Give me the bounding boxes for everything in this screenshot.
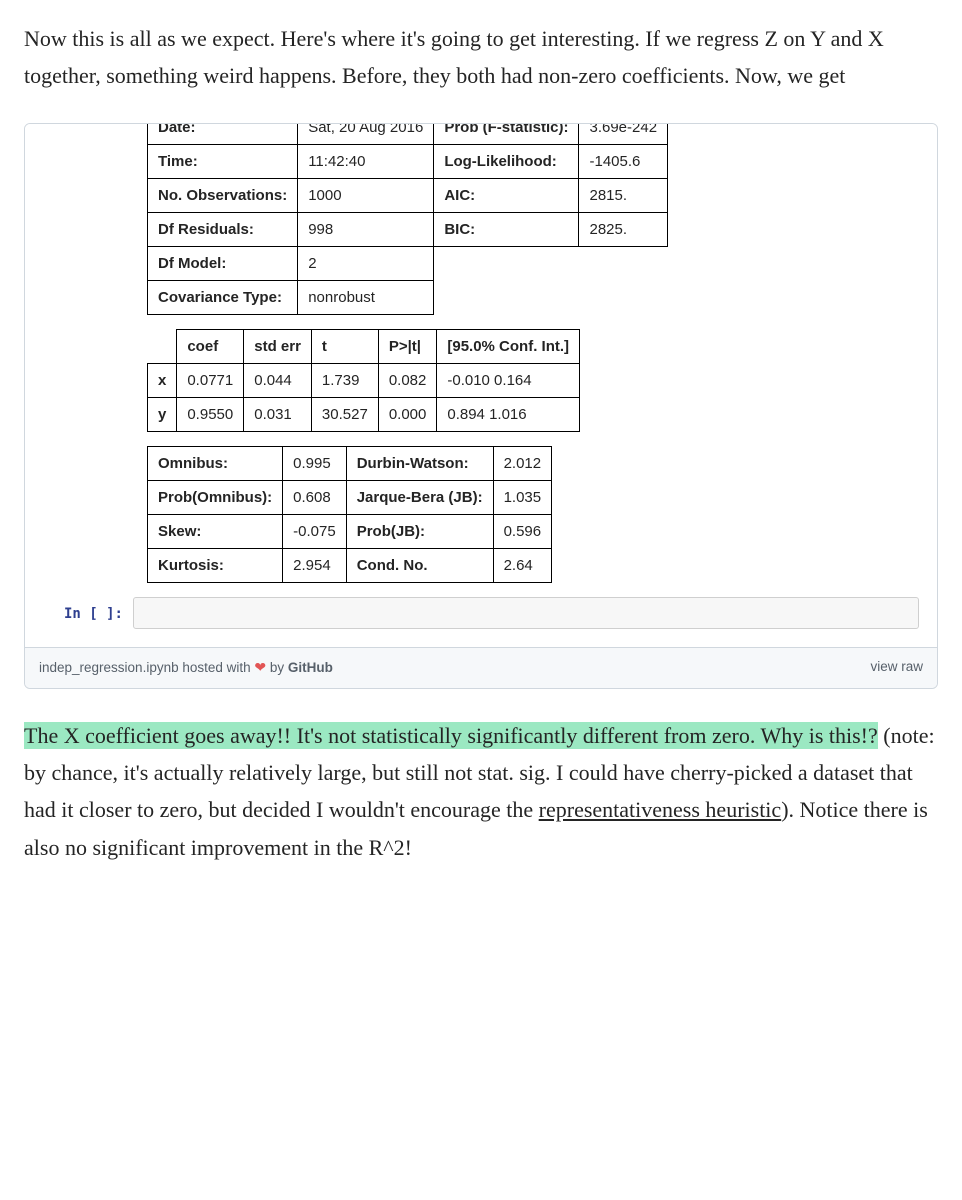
- table-cell: nonrobust: [298, 280, 434, 314]
- table-cell: Prob(Omnibus):: [148, 480, 283, 514]
- code-input[interactable]: [133, 597, 919, 629]
- table-cell: [434, 246, 579, 280]
- table-cell: Time:: [148, 144, 298, 178]
- heart-icon: ❤: [254, 659, 266, 675]
- table-cell: No. Observations:: [148, 178, 298, 212]
- table-cell: [434, 280, 579, 314]
- table-cell: 11:42:40: [298, 144, 434, 178]
- table-cell: 0.082: [378, 363, 437, 397]
- table-cell: Prob(JB):: [346, 514, 493, 548]
- view-raw-link[interactable]: view raw: [870, 658, 923, 677]
- table-cell: 30.527: [311, 397, 378, 431]
- table-cell: -0.075: [283, 514, 347, 548]
- table-cell: 0.596: [493, 514, 552, 548]
- table-cell: 2.954: [283, 548, 347, 582]
- table-cell: BIC:: [434, 212, 579, 246]
- table-cell: 0.9550: [177, 397, 244, 431]
- table-cell: Date:: [148, 124, 298, 145]
- table-cell: Cond. No.: [346, 548, 493, 582]
- table-header: P>|t|: [378, 329, 437, 363]
- table-header: t: [311, 329, 378, 363]
- table-cell: 2.64: [493, 548, 552, 582]
- table-header: coef: [177, 329, 244, 363]
- table-cell: 0.995: [283, 446, 347, 480]
- table-cell: Log-Likelihood:: [434, 144, 579, 178]
- table-cell: [579, 280, 668, 314]
- highlighted-text: The X coefficient goes away!! It's not s…: [24, 722, 878, 749]
- hosted-with-text: hosted with: [179, 660, 255, 675]
- regression-summary-table: Date:Sat, 20 Aug 2016Prob (F-statistic):…: [147, 124, 668, 315]
- table-cell: 1000: [298, 178, 434, 212]
- table-cell: 2825.: [579, 212, 668, 246]
- diagnostics-table: Omnibus:0.995Durbin-Watson:2.012 Prob(Omn…: [147, 446, 552, 583]
- gist-meta: indep_regression.ipynb hosted with ❤ by …: [39, 658, 333, 678]
- table-cell: 0.0771: [177, 363, 244, 397]
- table-cell: 3.69e-242: [579, 124, 668, 145]
- table-cell: Omnibus:: [148, 446, 283, 480]
- input-cell: In [ ]:: [43, 597, 919, 629]
- notebook-output: Date:Sat, 20 Aug 2016Prob (F-statistic):…: [25, 124, 937, 647]
- table-cell: y: [148, 397, 177, 431]
- table-cell: 1.739: [311, 363, 378, 397]
- input-prompt: In [ ]:: [43, 597, 133, 629]
- table-cell: 2: [298, 246, 434, 280]
- table-cell: x: [148, 363, 177, 397]
- table-cell: 998: [298, 212, 434, 246]
- table-cell: Kurtosis:: [148, 548, 283, 582]
- table-cell: Durbin-Watson:: [346, 446, 493, 480]
- table-cell: 2815.: [579, 178, 668, 212]
- table-cell: 0.044: [244, 363, 312, 397]
- table-cell: Skew:: [148, 514, 283, 548]
- table-cell: Sat, 20 Aug 2016: [298, 124, 434, 145]
- table-header: [95.0% Conf. Int.]: [437, 329, 580, 363]
- github-link[interactable]: GitHub: [288, 660, 333, 675]
- table-cell: 0.000: [378, 397, 437, 431]
- heuristic-link[interactable]: representativeness heuristic: [539, 797, 782, 822]
- intro-paragraph: Now this is all as we expect. Here's whe…: [24, 20, 938, 95]
- table-cell: -1405.6: [579, 144, 668, 178]
- table-cell: 1.035: [493, 480, 552, 514]
- table-header: [148, 329, 177, 363]
- table-header: std err: [244, 329, 312, 363]
- table-cell: Df Residuals:: [148, 212, 298, 246]
- table-cell: [579, 246, 668, 280]
- gist-filename-link[interactable]: indep_regression.ipynb: [39, 660, 179, 675]
- table-cell: -0.010 0.164: [437, 363, 580, 397]
- table-cell: Df Model:: [148, 246, 298, 280]
- table-cell: Prob (F-statistic):: [434, 124, 579, 145]
- table-cell: 0.031: [244, 397, 312, 431]
- table-cell: AIC:: [434, 178, 579, 212]
- gist-embed: Date:Sat, 20 Aug 2016Prob (F-statistic):…: [24, 123, 938, 689]
- conclusion-paragraph: The X coefficient goes away!! It's not s…: [24, 717, 938, 867]
- table-cell: Covariance Type:: [148, 280, 298, 314]
- gist-footer: indep_regression.ipynb hosted with ❤ by …: [25, 647, 937, 688]
- table-cell: 0.894 1.016: [437, 397, 580, 431]
- table-cell: 0.608: [283, 480, 347, 514]
- by-text: by: [266, 660, 288, 675]
- table-cell: Jarque-Bera (JB):: [346, 480, 493, 514]
- table-cell: 2.012: [493, 446, 552, 480]
- coefficients-table: coefstd errtP>|t|[95.0% Conf. Int.] x0.07…: [147, 329, 580, 432]
